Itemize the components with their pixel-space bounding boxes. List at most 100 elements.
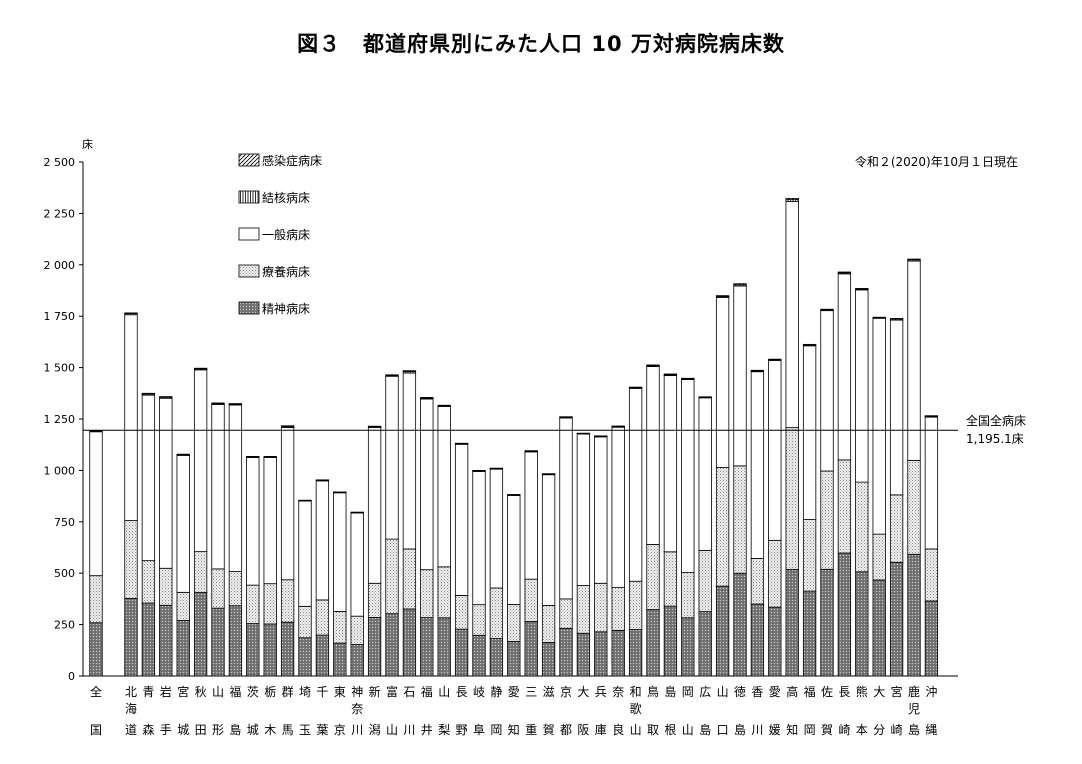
- y-tick-label: 250: [54, 619, 75, 632]
- bar-segment: [663, 551, 678, 607]
- bar-segment: [472, 604, 486, 636]
- bar-segment: [263, 456, 277, 458]
- bar-segment: [402, 548, 417, 610]
- bar-segment: [211, 568, 225, 609]
- bar-segment: [907, 459, 921, 555]
- x-category-label: 岡: [804, 723, 816, 737]
- x-category-label: 鹿: [908, 684, 920, 699]
- bar-segment: [193, 367, 208, 370]
- x-category-label: 阜: [473, 723, 485, 737]
- bar-segment: [628, 387, 643, 582]
- x-category-label: 葉: [316, 723, 328, 737]
- x-category-label: 島: [664, 684, 676, 699]
- x-category-label: 山: [717, 685, 729, 699]
- x-category-label: 全: [90, 684, 102, 699]
- x-category-label: 賀: [821, 723, 833, 737]
- bar-segment: [385, 538, 399, 615]
- bar-segment: [611, 426, 625, 588]
- bar-segment: [872, 316, 886, 319]
- bar-segment: [663, 373, 678, 376]
- bar-segment: [489, 587, 504, 639]
- x-category-label: 梨: [438, 723, 450, 737]
- bar-segment: [541, 473, 556, 475]
- bar-segment: [176, 454, 190, 593]
- x-category-label: 奈: [612, 685, 624, 699]
- x-category-label: 根: [664, 723, 676, 737]
- bar-segment: [298, 500, 312, 607]
- bar-segment: [315, 634, 330, 677]
- bar-segment: [889, 319, 904, 496]
- bar-segment: [646, 366, 660, 545]
- bar-segment: [594, 436, 608, 584]
- bar-segment: [750, 369, 765, 372]
- x-category-label: 知: [786, 723, 798, 737]
- bar-segment: [924, 600, 939, 677]
- bar-segment: [837, 273, 852, 461]
- bar-segment: [837, 271, 852, 274]
- bar-segment: [524, 450, 538, 452]
- bar-segment: [385, 613, 399, 677]
- x-category-label: 取: [647, 723, 659, 737]
- bar-segment: [907, 553, 921, 677]
- bar-segment: [437, 404, 451, 407]
- x-category-label: 埼: [299, 685, 311, 699]
- legend-swatch: [238, 264, 260, 278]
- x-category-label: 形: [212, 723, 224, 737]
- bar-segment: [89, 622, 103, 677]
- bar-segment: [872, 533, 886, 581]
- bar-segment: [750, 371, 765, 559]
- bar-segment: [768, 606, 782, 677]
- x-category-label: 海: [125, 701, 137, 716]
- bar-segment: [663, 375, 678, 553]
- x-category-label: 木: [264, 723, 276, 737]
- bar-segment: [367, 425, 382, 428]
- bar-segment: [124, 312, 138, 314]
- bar-segment: [663, 605, 678, 677]
- x-category-label: 京: [560, 685, 572, 699]
- x-category-label: 宮: [177, 684, 189, 699]
- bar-segment: [350, 644, 364, 677]
- bar-segment: [837, 459, 852, 554]
- bar-segment: [193, 592, 208, 677]
- x-category-label: 岡: [490, 723, 502, 737]
- x-category-label: 千: [316, 685, 328, 699]
- bar-segment: [559, 416, 573, 418]
- y-tick-label: 2 000: [44, 259, 76, 272]
- bar-segment: [141, 602, 156, 677]
- x-category-label: 庫: [595, 723, 607, 737]
- legend-label: 精神病床: [262, 301, 310, 316]
- bar-segment: [280, 425, 295, 427]
- bar-segment: [159, 604, 173, 677]
- x-category-label: 城: [177, 723, 189, 737]
- bar-segment: [907, 258, 921, 261]
- bar-segment: [454, 443, 469, 596]
- bar-segment: [924, 415, 939, 417]
- bar-segment: [420, 617, 434, 677]
- bar-segment: [559, 417, 573, 600]
- bar-segment: [159, 396, 173, 398]
- x-category-label: 滋: [543, 685, 555, 699]
- x-category-label: 秋: [195, 685, 207, 699]
- bar-segment: [246, 456, 260, 458]
- bar-segment: [611, 629, 625, 677]
- bar-segment: [698, 397, 712, 551]
- x-category-label: 神: [351, 685, 363, 699]
- bar-segment: [402, 370, 417, 372]
- bar-segment: [594, 582, 608, 633]
- bar-segment: [507, 604, 521, 642]
- x-category-label: 東: [334, 685, 346, 699]
- x-category-label: 富: [386, 684, 398, 699]
- x-category-label: 崎: [891, 723, 903, 737]
- x-category-label: 奈: [351, 702, 363, 716]
- x-category-label: 福: [804, 684, 816, 699]
- bar-segment: [489, 638, 504, 677]
- bar-segment: [263, 623, 277, 677]
- x-category-label: 大: [873, 685, 885, 699]
- x-category-label: 長: [456, 685, 468, 699]
- bar-segment: [228, 571, 243, 607]
- bar-segment: [750, 603, 765, 677]
- x-category-label: 道: [125, 723, 137, 737]
- bar-segment: [280, 427, 295, 581]
- legend-swatch: [238, 227, 260, 241]
- bar-segment: [733, 285, 747, 467]
